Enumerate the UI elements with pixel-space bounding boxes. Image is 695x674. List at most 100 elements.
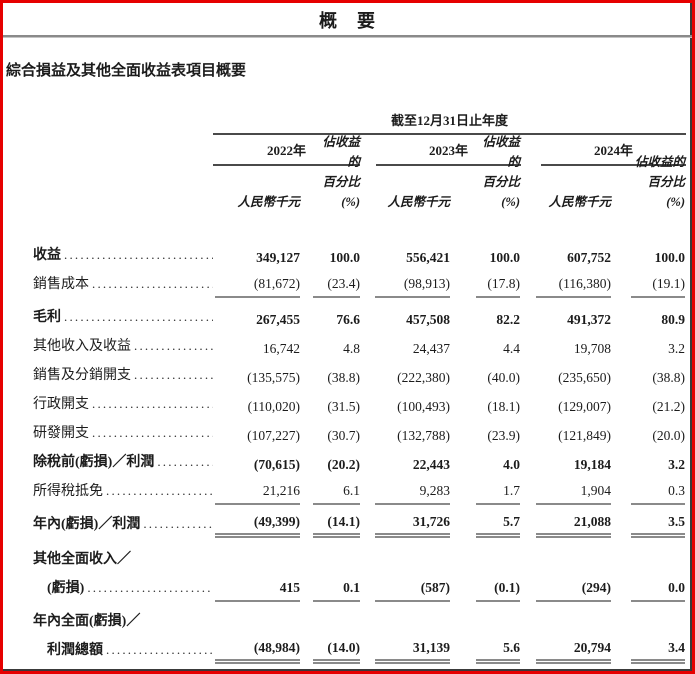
value-2022-pct: 76.6 bbox=[336, 312, 360, 327]
section-heading: 綜合損益及其他全面收益表項目概要 bbox=[6, 63, 247, 79]
column-header-pct-line1: 佔收益的 bbox=[634, 155, 685, 169]
value-2023-pct: (0.1) bbox=[476, 580, 520, 602]
year-header-2022: 2022年 bbox=[213, 135, 360, 166]
value-2024-rmb: 1,904 bbox=[536, 483, 611, 505]
table-row: 毛利 267,455 76.6 457,508 82.2 491,372 80.… bbox=[33, 302, 686, 331]
year-header-2023: 2023年 bbox=[376, 135, 521, 166]
value-2023-pct: 4.0 bbox=[503, 457, 520, 472]
value-2024-pct: (21.2) bbox=[652, 399, 685, 414]
value-2022-pct: (14.1) bbox=[313, 514, 360, 538]
column-header-pct-line2: 百分比(%) bbox=[322, 175, 360, 209]
dot-leader bbox=[103, 477, 213, 505]
row-label: 其他全面收入／ (虧損) bbox=[33, 546, 213, 602]
column-header-rmb-label: 人民幣千元 bbox=[387, 195, 450, 209]
period-header: 截至12月31日止年度 bbox=[213, 107, 686, 135]
value-2023-pct: 100.0 bbox=[489, 250, 520, 265]
page-title: 概 要 bbox=[319, 11, 376, 31]
value-2023-pct: 1.7 bbox=[476, 483, 520, 505]
value-2022-rmb: (81,672) bbox=[215, 276, 300, 298]
title-divider bbox=[3, 35, 692, 38]
row-label: 所得稅抵免 bbox=[33, 476, 213, 505]
value-2022-rmb: (70,615) bbox=[253, 457, 300, 472]
value-2024-rmb: (121,849) bbox=[558, 428, 611, 443]
row-label-text: 年內(虧損)／利潤 bbox=[33, 517, 141, 532]
dot-leader bbox=[84, 574, 213, 602]
column-header-pct-2024: 佔收益的 百分比(%) bbox=[631, 155, 685, 212]
value-2024-pct: 0.0 bbox=[631, 580, 685, 602]
financial-summary-table: 截至12月31日止年度 2022年 2023年 2024年 人民幣千元 佔收益的… bbox=[33, 107, 686, 664]
dot-leader bbox=[154, 448, 213, 476]
header-spacer bbox=[33, 135, 213, 166]
value-2022-rmb: (48,984) bbox=[215, 640, 300, 664]
value-2024-pct: (20.0) bbox=[652, 428, 685, 443]
dot-leader bbox=[131, 332, 213, 360]
value-2022-rmb: 16,742 bbox=[262, 341, 300, 356]
column-header-rmb-2022: 人民幣千元 bbox=[215, 168, 300, 212]
row-label-text: 行政開支 bbox=[33, 397, 89, 412]
year-header-2024: 2024年 bbox=[541, 135, 686, 166]
value-2023-pct: 5.6 bbox=[476, 640, 520, 664]
value-2022-rmb: 267,455 bbox=[256, 312, 300, 327]
value-2023-rmb: 31,139 bbox=[375, 640, 450, 664]
value-2023-rmb: 22,443 bbox=[412, 457, 450, 472]
value-2024-rmb: 19,708 bbox=[573, 341, 611, 356]
row-label: 銷售成本 bbox=[33, 269, 213, 298]
value-2022-pct: (31.5) bbox=[327, 399, 360, 414]
column-header-pct-line2: 百分比(%) bbox=[482, 175, 520, 209]
value-2023-pct: 5.7 bbox=[476, 514, 520, 538]
value-2023-rmb: (132,788) bbox=[397, 428, 450, 443]
value-2024-pct: 100.0 bbox=[654, 250, 685, 265]
value-2024-pct: 3.2 bbox=[668, 341, 685, 356]
table-row: 其他全面收入／ (虧損) 415 0.1 (587) (0.1) (294) 0.… bbox=[33, 546, 686, 602]
row-label-text: 其他全面收入／ bbox=[33, 552, 131, 567]
value-2023-rmb: (98,913) bbox=[375, 276, 450, 298]
row-label-text: (虧損) bbox=[47, 581, 85, 596]
row-label-text: 除稅前(虧損)／利潤 bbox=[33, 455, 155, 470]
row-label: 研發開支 bbox=[33, 418, 213, 447]
value-2024-rmb: 491,372 bbox=[567, 312, 611, 327]
column-header-rmb-2024: 人民幣千元 bbox=[536, 168, 611, 212]
value-2024-rmb: 20,794 bbox=[536, 640, 611, 664]
row-label-text: 銷售成本 bbox=[33, 277, 89, 292]
value-2022-rmb: (135,575) bbox=[247, 370, 300, 385]
table-row: 銷售及分銷開支 (135,575) (38.8) (222,380) (40.0… bbox=[33, 360, 686, 389]
row-label-text: 其他收入及收益 bbox=[33, 339, 131, 354]
value-2024-pct: 3.5 bbox=[631, 514, 685, 538]
row-label: 除稅前(虧損)／利潤 bbox=[33, 447, 213, 476]
period-header-row: 截至12月31日止年度 bbox=[33, 107, 686, 135]
value-2023-rmb: 556,421 bbox=[406, 250, 450, 265]
dot-leader bbox=[131, 361, 213, 389]
table-row: 行政開支 (110,020) (31.5) (100,493) (18.1) (… bbox=[33, 389, 686, 418]
value-2023-rmb: 31,726 bbox=[375, 514, 450, 538]
table-row: 除稅前(虧損)／利潤 (70,615) (20.2) 22,443 4.0 19… bbox=[33, 447, 686, 476]
row-label: 年內(虧損)／利潤 bbox=[33, 509, 213, 538]
value-2023-rmb: (222,380) bbox=[397, 370, 450, 385]
table-body: 收益 349,127 100.0 556,421 100.0 607,752 1… bbox=[33, 240, 686, 664]
column-header-pct-line2: 百分比(%) bbox=[647, 175, 685, 209]
value-2022-pct: (14.0) bbox=[313, 640, 360, 664]
dot-leader bbox=[89, 390, 213, 418]
dot-leader bbox=[89, 270, 213, 298]
table-row: 所得稅抵免 21,216 6.1 9,283 1.7 1,904 0.3 bbox=[33, 476, 686, 505]
row-label: 毛利 bbox=[33, 302, 213, 331]
value-2023-rmb: 457,508 bbox=[406, 312, 450, 327]
row-label-text: 利潤總額 bbox=[47, 643, 103, 658]
value-2022-pct: 4.8 bbox=[343, 341, 360, 356]
row-label-text: 銷售及分銷開支 bbox=[33, 368, 131, 383]
value-2022-pct: (30.7) bbox=[327, 428, 360, 443]
table-row: 收益 349,127 100.0 556,421 100.0 607,752 1… bbox=[33, 240, 686, 269]
header-spacer bbox=[33, 168, 213, 212]
value-2022-pct: 6.1 bbox=[313, 483, 360, 505]
column-header-rmb-label: 人民幣千元 bbox=[237, 195, 300, 209]
column-header-pct-line1: 佔收益的 bbox=[482, 135, 520, 169]
value-2024-pct: 3.4 bbox=[631, 640, 685, 664]
value-2023-pct: 82.2 bbox=[496, 312, 520, 327]
value-2022-pct: 100.0 bbox=[329, 250, 360, 265]
value-2024-rmb: (116,380) bbox=[536, 276, 611, 298]
value-2023-rmb: 9,283 bbox=[375, 483, 450, 505]
value-2024-pct: 80.9 bbox=[661, 312, 685, 327]
value-2023-pct: (18.1) bbox=[487, 399, 520, 414]
table-row: 其他收入及收益 16,742 4.8 24,437 4.4 19,708 3.2 bbox=[33, 331, 686, 360]
dot-leader bbox=[61, 303, 213, 331]
